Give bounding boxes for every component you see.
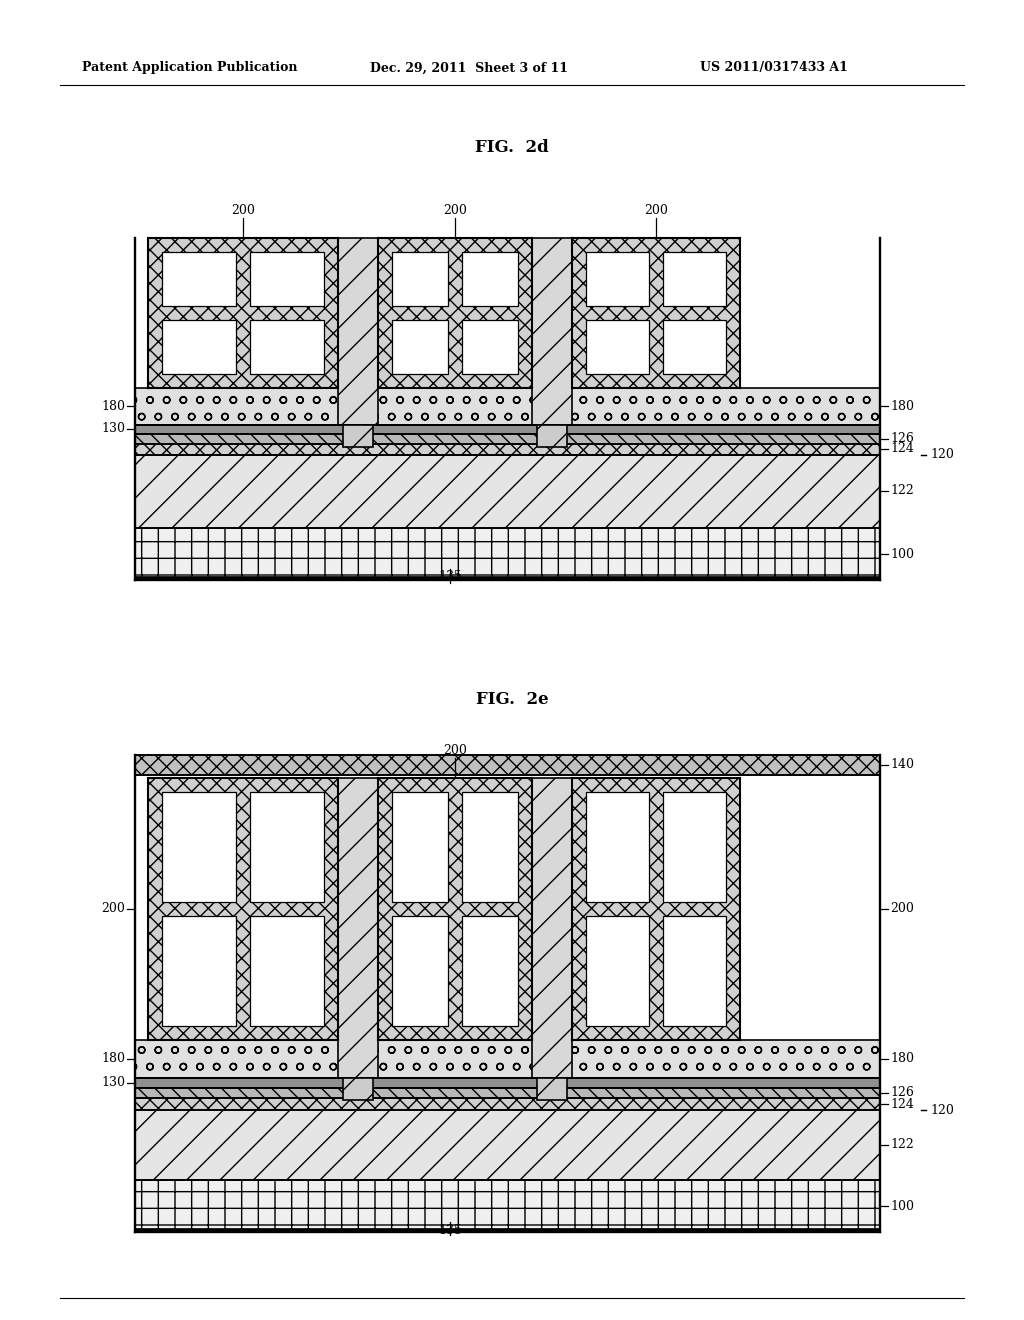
Bar (135, 455, 880, 528)
Bar (532, 777, 572, 1078)
Bar (532, 238, 572, 425)
Text: 122: 122 (890, 1138, 913, 1151)
Bar (378, 238, 532, 388)
Text: 130: 130 (101, 422, 125, 436)
Bar (663, 792, 726, 902)
Bar (462, 916, 518, 1026)
Bar (462, 252, 518, 306)
Text: 180: 180 (101, 400, 125, 412)
Bar (250, 792, 324, 902)
Bar (162, 916, 236, 1026)
Bar (392, 916, 449, 1026)
Bar (135, 1110, 880, 1180)
Text: 130: 130 (101, 1077, 125, 1089)
Bar (586, 792, 649, 902)
Bar (250, 916, 324, 1026)
Text: 180: 180 (101, 1052, 125, 1065)
Bar (135, 1228, 880, 1232)
Bar (462, 319, 518, 374)
Text: 100: 100 (890, 1200, 914, 1213)
Bar (537, 425, 567, 447)
Bar (250, 252, 324, 306)
Bar (250, 319, 324, 374)
Bar (392, 319, 449, 374)
Text: 124: 124 (890, 1097, 913, 1110)
Text: Dec. 29, 2011  Sheet 3 of 11: Dec. 29, 2011 Sheet 3 of 11 (370, 62, 568, 74)
Bar (135, 755, 880, 775)
Bar (663, 319, 726, 374)
Bar (392, 792, 449, 902)
Bar (135, 425, 880, 434)
Bar (392, 252, 449, 306)
Text: 135: 135 (438, 1224, 462, 1237)
Bar (135, 576, 880, 579)
Bar (537, 1078, 567, 1100)
Text: 200: 200 (443, 743, 467, 756)
Text: 120: 120 (930, 1104, 954, 1117)
Bar (135, 434, 880, 444)
Bar (135, 528, 880, 579)
Text: 200: 200 (890, 903, 913, 916)
Bar (135, 1098, 880, 1110)
Text: 126: 126 (890, 1086, 913, 1100)
Bar (135, 1040, 880, 1078)
Text: 120: 120 (930, 449, 954, 462)
Text: Patent Application Publication: Patent Application Publication (82, 62, 298, 74)
Text: FIG.  2d: FIG. 2d (475, 140, 549, 157)
Text: 126: 126 (890, 433, 913, 446)
Bar (338, 238, 378, 425)
Bar (148, 238, 338, 388)
Bar (162, 792, 236, 902)
Bar (135, 388, 880, 425)
Bar (462, 792, 518, 902)
Bar (586, 319, 649, 374)
Bar (572, 238, 740, 388)
Bar (135, 1088, 880, 1098)
Text: US 2011/0317433 A1: US 2011/0317433 A1 (700, 62, 848, 74)
Bar (135, 1180, 880, 1232)
Bar (586, 252, 649, 306)
Text: 180: 180 (890, 400, 914, 412)
Bar (338, 777, 378, 1078)
Bar (162, 319, 236, 374)
Bar (378, 777, 532, 1040)
Bar (343, 425, 373, 447)
Text: 124: 124 (890, 442, 913, 455)
Bar (135, 444, 880, 455)
Text: 200: 200 (101, 903, 125, 916)
Bar (135, 1078, 880, 1088)
Text: 135: 135 (438, 570, 462, 583)
Text: 180: 180 (890, 1052, 914, 1065)
Text: 122: 122 (890, 484, 913, 498)
Bar (663, 916, 726, 1026)
Bar (162, 252, 236, 306)
Text: 200: 200 (644, 203, 668, 216)
Bar (663, 252, 726, 306)
Text: 100: 100 (890, 548, 914, 561)
Bar (572, 777, 740, 1040)
Text: 200: 200 (443, 203, 467, 216)
Text: FIG.  2e: FIG. 2e (476, 692, 548, 709)
Bar (148, 777, 338, 1040)
Bar (586, 916, 649, 1026)
Bar (343, 1078, 373, 1100)
Text: 200: 200 (231, 203, 255, 216)
Text: 140: 140 (890, 759, 914, 771)
